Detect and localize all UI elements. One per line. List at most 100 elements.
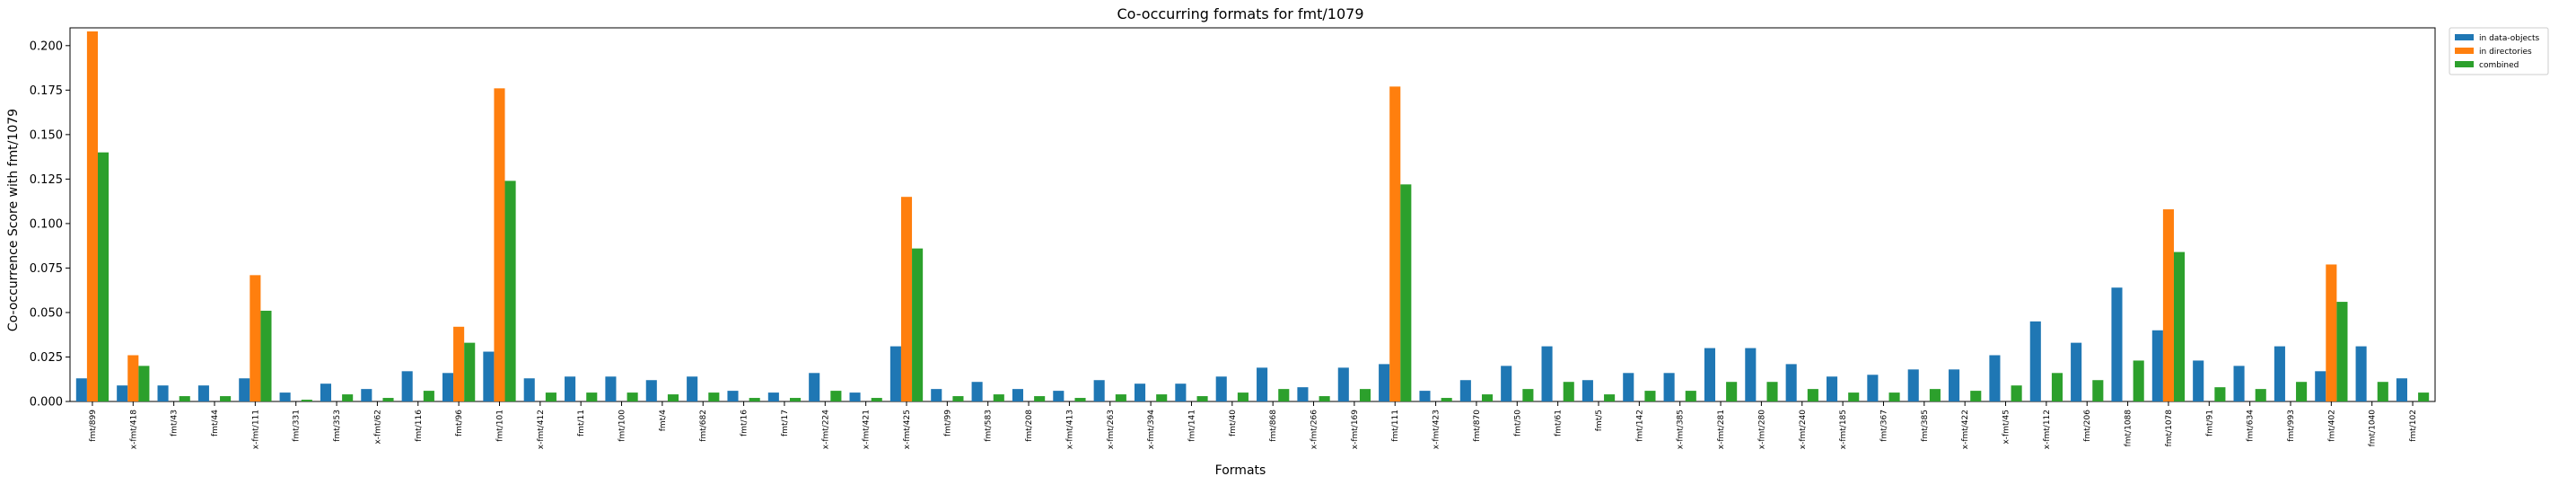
- bar: [1970, 391, 1982, 401]
- bar: [586, 392, 598, 401]
- bar: [2315, 371, 2326, 401]
- x-tick-label: fmt/100: [618, 410, 627, 442]
- y-tick-label: 0.075: [30, 262, 63, 276]
- chart-title: Co-occurring formats for fmt/1079: [1117, 5, 1363, 22]
- bar: [1093, 380, 1105, 401]
- bar: [382, 398, 394, 401]
- bar: [523, 378, 535, 401]
- bar: [900, 197, 913, 401]
- bar: [727, 391, 739, 401]
- y-tick-label: 0.150: [30, 128, 63, 142]
- bar: [86, 31, 98, 402]
- x-tick-label: fmt/385: [1921, 410, 1930, 442]
- x-tick-label: x-fmt/169: [1351, 410, 1360, 450]
- x-tick-label: x-fmt/62: [373, 410, 382, 445]
- x-tick-label: x-fmt/185: [1839, 410, 1848, 449]
- bar: [931, 389, 942, 401]
- x-tick-label: fmt/44: [211, 410, 220, 436]
- bar: [1419, 391, 1431, 401]
- x-tick-label: fmt/367: [1879, 410, 1888, 442]
- legend: in data-objects in directories combined: [2449, 27, 2549, 75]
- x-tick-label: fmt/5: [1595, 410, 1604, 431]
- bar: [849, 392, 861, 401]
- bar: [239, 378, 250, 401]
- bar: [767, 392, 779, 401]
- bars-group: [75, 31, 2430, 402]
- x-tick-label: fmt/116: [415, 410, 424, 442]
- bar: [1481, 394, 1494, 401]
- y-tick-label: 0.100: [30, 217, 63, 231]
- bar: [320, 384, 332, 401]
- bar: [442, 373, 454, 401]
- bar: [605, 376, 617, 401]
- bar: [1989, 355, 2001, 401]
- bar: [1867, 375, 1879, 401]
- bar: [179, 396, 190, 401]
- bar: [2051, 373, 2063, 401]
- bar: [2162, 209, 2174, 401]
- bar: [1522, 389, 1534, 401]
- bar: [1053, 391, 1065, 401]
- bar: [453, 326, 465, 401]
- bar: [197, 385, 209, 401]
- bar: [1278, 389, 1290, 401]
- x-tick-label: x-fmt/240: [1799, 410, 1808, 450]
- bar: [401, 371, 413, 401]
- bar: [1012, 389, 1024, 401]
- x-tick-label: x-fmt/385: [1677, 410, 1686, 449]
- bar: [138, 366, 150, 401]
- bar: [1582, 380, 1593, 401]
- bar: [464, 342, 476, 401]
- bar: [1663, 373, 1675, 401]
- x-tick-label: fmt/583: [985, 410, 994, 442]
- bar: [1175, 384, 1187, 401]
- bar: [2092, 380, 2104, 401]
- bar: [1704, 348, 1716, 401]
- y-tick-label: 0.175: [30, 84, 63, 98]
- bar: [1848, 392, 1860, 401]
- x-tick-label: x-fmt/423: [1433, 410, 1441, 449]
- bar: [157, 385, 169, 401]
- x-tick-label: x-fmt/394: [1147, 410, 1156, 450]
- bar: [2011, 385, 2022, 401]
- x-tick-label: fmt/111: [1391, 410, 1400, 442]
- bar: [871, 398, 882, 401]
- x-tick-label: fmt/1040: [2369, 410, 2378, 447]
- bar: [1949, 369, 1960, 401]
- y-tick-label: 0.200: [30, 40, 63, 53]
- bar: [809, 373, 820, 401]
- bar: [423, 391, 434, 401]
- bar: [2233, 366, 2245, 401]
- bar: [1604, 394, 1616, 401]
- bar: [912, 248, 924, 401]
- bar: [1807, 389, 1818, 401]
- x-tick-label: fmt/141: [1187, 410, 1196, 442]
- bar: [1297, 387, 1309, 401]
- bar: [2355, 346, 2367, 401]
- legend-swatch: [2455, 48, 2474, 54]
- x-tick-label: fmt/101: [495, 410, 504, 442]
- x-tick-label: fmt/870: [1473, 410, 1482, 442]
- x-tick-label: fmt/899: [89, 410, 98, 442]
- bar: [1115, 394, 1126, 401]
- x-tick-label: fmt/40: [1229, 410, 1238, 436]
- x-tick-label: fmt/1078: [2165, 410, 2174, 447]
- bar: [1785, 364, 1797, 401]
- x-tick-label: x-fmt/421: [863, 410, 872, 449]
- x-tick-label: fmt/16: [740, 410, 749, 436]
- bar: [220, 396, 232, 401]
- x-tick-label: x-fmt/224: [821, 410, 830, 450]
- x-tick-label: x-fmt/425: [903, 410, 912, 449]
- bar: [1644, 391, 1656, 401]
- bar: [1888, 392, 1900, 401]
- bar: [1726, 382, 1738, 401]
- bar: [342, 394, 354, 401]
- bar: [2214, 387, 2226, 401]
- bar: [565, 376, 576, 401]
- x-tick-label: fmt/43: [171, 410, 180, 436]
- x-tick-label: x-fmt/422: [1961, 410, 1970, 449]
- bar: [301, 400, 312, 401]
- y-tick-label: 0.000: [30, 396, 63, 410]
- y-axis-label: Co-occurrence Score with fmt/1079: [6, 109, 21, 331]
